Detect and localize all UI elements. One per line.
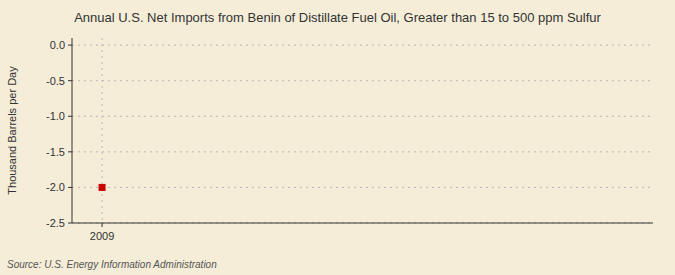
- y-grid-line: [72, 151, 653, 152]
- y-tick: [68, 223, 72, 224]
- y-grid-line: [72, 80, 653, 81]
- y-tick-label: -1.0: [46, 110, 65, 122]
- point: [99, 184, 105, 190]
- annotation: Source: U.S. Energy Information Administ…: [7, 259, 217, 270]
- chart-container: 0.0 -0.5 -1.0 -1.5 -2.0 -2.5 2009 Thousand Barr…: [0, 0, 675, 275]
- y-tick: [68, 116, 72, 117]
- x-grid-line: [102, 38, 103, 223]
- y-axis: 0.0 -0.5 -1.0 -1.5 -2.0 -2.5: [46, 39, 72, 229]
- x-tick-label: 2009: [90, 230, 114, 242]
- points: [99, 184, 105, 190]
- y-tick-label: -2.0: [46, 181, 65, 193]
- y-axis-label: Thousand Barrels per Day: [6, 66, 18, 195]
- grid: [72, 38, 653, 223]
- y-tick: [68, 80, 72, 81]
- y-grid-line: [72, 223, 653, 224]
- y-grid-line: [72, 45, 653, 46]
- y-tick: [68, 45, 72, 46]
- y-axis-line: [72, 38, 73, 223]
- y-tick: [68, 151, 72, 152]
- chart-svg: 0.0 -0.5 -1.0 -1.5 -2.0 -2.5 2009 Thousand Barr…: [0, 0, 675, 275]
- x-axis: 2009: [90, 223, 114, 242]
- y-grid-line: [72, 187, 653, 188]
- y-tick-label: 0.0: [50, 39, 65, 51]
- y-tick-label: -2.5: [46, 217, 65, 229]
- y-tick: [68, 187, 72, 188]
- background: [0, 0, 675, 275]
- x-axis-line: [72, 223, 653, 224]
- y-tick-label: -0.5: [46, 75, 65, 87]
- y-tick-label: -1.5: [46, 146, 65, 158]
- x-tick: [102, 223, 103, 227]
- y-grid-line: [72, 116, 653, 117]
- title: Annual U.S. Net Imports from Benin of Di…: [74, 10, 601, 25]
